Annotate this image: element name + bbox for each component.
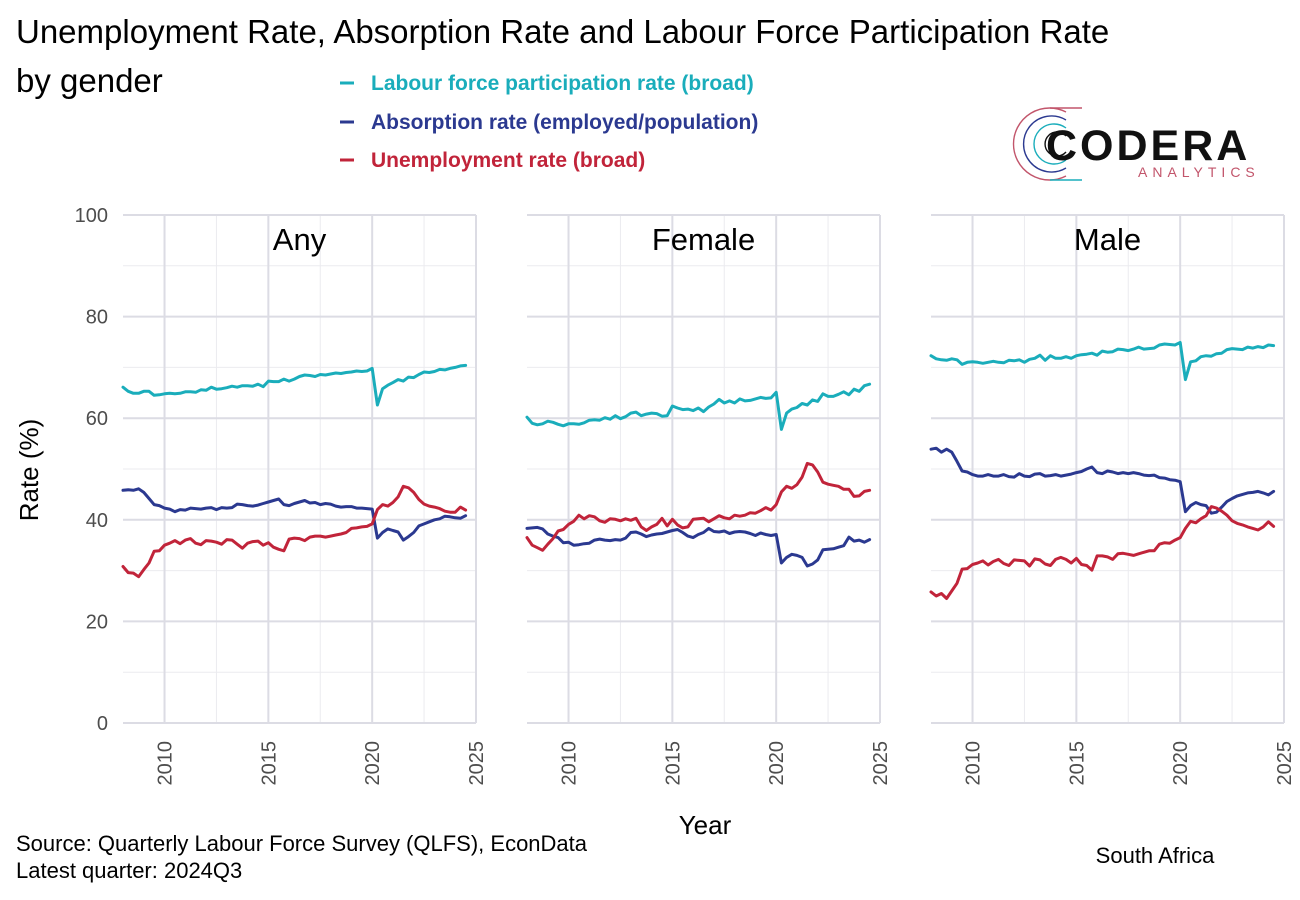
y-tick-label: 100	[75, 205, 108, 227]
legend-label-lfpr: Labour force participation rate (broad)	[371, 72, 754, 95]
caption-latest-quarter: Latest quarter: 2024Q3	[16, 858, 242, 883]
y-tick-label: 20	[86, 611, 108, 633]
x-tick-label: 2025	[466, 741, 488, 786]
series-line-lfpr-any	[121, 363, 468, 407]
logo-mark	[1012, 107, 1082, 181]
x-axis-title: Year	[679, 810, 732, 840]
x-tick-label: 2010	[963, 741, 985, 786]
legend-label-unemployment: Unemployment rate (broad)	[371, 149, 645, 172]
chart-title-line2: by gender	[16, 62, 163, 99]
series-line-lfpr-male	[929, 341, 1276, 382]
legend-item-unemployment: Unemployment rate (broad)	[340, 149, 645, 172]
legend: Labour force participation rate (broad) A…	[340, 72, 758, 172]
y-tick-label: 60	[86, 408, 108, 430]
series-line-unemployment-any	[121, 484, 468, 579]
x-tick-label: 2010	[155, 741, 177, 786]
facet-label-any: Any	[273, 222, 327, 257]
caption-source: Source: Quarterly Labour Force Survey (Q…	[16, 831, 588, 856]
facet-panels: 2010 2015 2020 2025 Any 2010 2015 2020 2025 Femal…	[121, 214, 1296, 786]
x-tick-label: 2015	[662, 741, 684, 786]
panel-any: 2010 2015 2020 2025 Any	[121, 214, 488, 786]
series-line-absorption-any	[121, 487, 468, 542]
x-tick-label: 2015	[1066, 741, 1088, 786]
logo-name: CODERA	[1046, 122, 1250, 170]
x-tick-label: 2010	[559, 741, 581, 786]
x-tick-label: 2020	[362, 741, 384, 786]
chart-title-line1: Unemployment Rate, Absorption Rate and L…	[16, 13, 1109, 50]
legend-label-absorption: Absorption rate (employed/population)	[371, 111, 758, 134]
series-line-lfpr-female	[525, 382, 872, 431]
y-axis: 0 20 40 60 80 100	[75, 205, 108, 735]
panel-female: 2010 2015 2020 2025 Female	[525, 214, 892, 786]
panel-male: 2010 2015 2020 2025 Male	[929, 214, 1296, 786]
facet-label-male: Male	[1074, 222, 1141, 257]
caption-region: South Africa	[1096, 843, 1215, 868]
codera-logo: CODERA ANALYTICS	[1012, 107, 1260, 181]
y-axis-title: Rate (%)	[14, 419, 44, 522]
x-tick-label: 2025	[1274, 741, 1296, 786]
series-line-absorption-female	[525, 525, 872, 568]
x-tick-label: 2025	[870, 741, 892, 786]
facet-label-female: Female	[652, 222, 755, 257]
x-tick-label: 2020	[766, 741, 788, 786]
y-tick-label: 80	[86, 307, 108, 329]
logo-subtitle: ANALYTICS	[1138, 164, 1260, 180]
x-tick-label: 2015	[258, 741, 280, 786]
y-tick-label: 40	[86, 510, 108, 532]
x-tick-label: 2020	[1170, 741, 1192, 786]
series-line-absorption-male	[929, 446, 1276, 515]
legend-item-lfpr: Labour force participation rate (broad)	[340, 72, 754, 95]
y-tick-label: 0	[97, 713, 108, 735]
series-line-unemployment-female	[525, 461, 872, 552]
series-line-unemployment-male	[929, 505, 1276, 600]
legend-item-absorption: Absorption rate (employed/population)	[340, 111, 758, 134]
